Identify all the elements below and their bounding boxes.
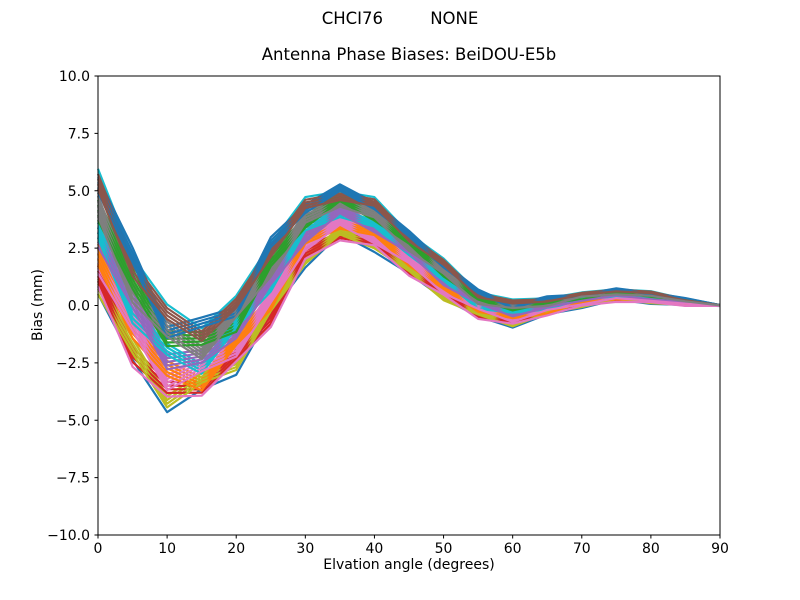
y-tick-label: 5.0 (68, 184, 90, 200)
y-tick-label: −2.5 (56, 356, 90, 372)
series-line (97, 227, 721, 392)
x-tick-label: 90 (711, 541, 729, 557)
x-tick-label: 70 (573, 541, 591, 557)
series-line (97, 199, 721, 348)
x-tick-label: 40 (366, 541, 384, 557)
series-line (96, 239, 720, 398)
y-tick-label: −7.5 (56, 471, 90, 487)
x-tick-label: 0 (94, 541, 103, 557)
plot-spines (97, 75, 721, 536)
y-tick-label: −5.0 (56, 413, 90, 429)
series-line (96, 188, 721, 342)
y-tick-label: 7.5 (68, 126, 90, 142)
series-line (97, 223, 721, 392)
series-line (97, 189, 721, 340)
x-tick-label: 20 (227, 541, 245, 557)
series-line (96, 205, 721, 360)
y-tick-label: 10.0 (59, 69, 90, 85)
x-axis-label: Elvation angle (degrees) (323, 557, 495, 573)
y-tick-label: 2.5 (68, 241, 90, 257)
figure-suptitle: CHCI76 NONE (321, 9, 479, 28)
y-tick-label: 0.0 (68, 299, 90, 315)
y-axis-label: Bias (mm) (30, 268, 46, 342)
x-tick-label: 60 (504, 541, 522, 557)
x-tick-label: 80 (642, 541, 660, 557)
x-tick-label: 50 (435, 541, 453, 557)
axes-title: Antenna Phase Biases: BeiDOU-E5b (261, 45, 557, 64)
x-tick-label: 10 (158, 541, 176, 557)
y-tick-label: −10.0 (47, 528, 90, 544)
x-tick-label: 30 (296, 541, 314, 557)
series-line (96, 216, 721, 375)
